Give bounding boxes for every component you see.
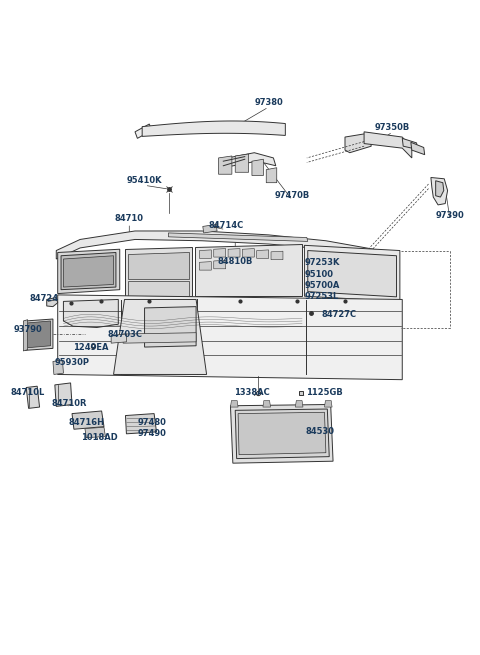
Polygon shape bbox=[128, 252, 189, 278]
Text: 84710L: 84710L bbox=[11, 388, 45, 398]
Polygon shape bbox=[124, 248, 192, 296]
Polygon shape bbox=[63, 299, 118, 328]
Polygon shape bbox=[436, 181, 444, 197]
Polygon shape bbox=[263, 401, 271, 407]
Polygon shape bbox=[61, 252, 116, 290]
Polygon shape bbox=[125, 413, 156, 434]
Polygon shape bbox=[295, 401, 303, 407]
Text: 84710R: 84710R bbox=[52, 400, 87, 408]
Text: 97390: 97390 bbox=[436, 211, 464, 220]
Polygon shape bbox=[324, 401, 332, 407]
Polygon shape bbox=[214, 260, 226, 269]
Polygon shape bbox=[203, 225, 217, 233]
Text: 93790: 93790 bbox=[13, 325, 42, 334]
Text: 84810B: 84810B bbox=[217, 257, 253, 265]
Polygon shape bbox=[271, 251, 283, 259]
Text: 97253K: 97253K bbox=[304, 258, 340, 267]
Text: 84714C: 84714C bbox=[208, 221, 243, 230]
Text: 95930P: 95930P bbox=[55, 358, 89, 367]
Polygon shape bbox=[58, 250, 120, 293]
Polygon shape bbox=[55, 383, 72, 406]
Polygon shape bbox=[142, 121, 285, 136]
Polygon shape bbox=[238, 412, 326, 455]
Text: 1125GB: 1125GB bbox=[306, 388, 343, 398]
Polygon shape bbox=[218, 156, 232, 174]
Text: 1018AD: 1018AD bbox=[81, 433, 118, 441]
Polygon shape bbox=[28, 321, 50, 348]
Polygon shape bbox=[135, 124, 152, 138]
Text: 97350B: 97350B bbox=[375, 123, 410, 132]
Polygon shape bbox=[411, 142, 425, 155]
Polygon shape bbox=[257, 250, 269, 258]
Polygon shape bbox=[195, 244, 302, 296]
Polygon shape bbox=[235, 409, 329, 458]
Polygon shape bbox=[402, 138, 418, 149]
Polygon shape bbox=[230, 404, 333, 463]
Polygon shape bbox=[228, 249, 240, 257]
Text: 95100: 95100 bbox=[304, 270, 334, 278]
Polygon shape bbox=[252, 159, 264, 176]
Polygon shape bbox=[266, 168, 277, 183]
Text: 97490: 97490 bbox=[137, 430, 166, 438]
Text: 97380: 97380 bbox=[254, 98, 283, 107]
Polygon shape bbox=[304, 246, 400, 301]
Text: 84710: 84710 bbox=[115, 214, 144, 223]
Text: 84716H: 84716H bbox=[68, 419, 104, 427]
Polygon shape bbox=[168, 233, 308, 242]
Text: 97470B: 97470B bbox=[275, 191, 310, 200]
Polygon shape bbox=[63, 255, 114, 287]
Polygon shape bbox=[364, 132, 412, 158]
Polygon shape bbox=[24, 320, 28, 351]
Polygon shape bbox=[53, 360, 63, 375]
Polygon shape bbox=[111, 334, 126, 343]
Polygon shape bbox=[221, 153, 276, 168]
Polygon shape bbox=[56, 231, 397, 265]
Polygon shape bbox=[58, 295, 402, 380]
Polygon shape bbox=[26, 386, 39, 408]
Polygon shape bbox=[345, 133, 371, 153]
Polygon shape bbox=[199, 261, 211, 270]
Text: 97480: 97480 bbox=[137, 418, 166, 426]
Text: 1249EA: 1249EA bbox=[73, 343, 109, 352]
Polygon shape bbox=[144, 307, 196, 347]
Text: 84724: 84724 bbox=[30, 294, 59, 303]
Text: 95700A: 95700A bbox=[304, 281, 340, 290]
Polygon shape bbox=[85, 427, 106, 438]
Polygon shape bbox=[72, 411, 104, 429]
Polygon shape bbox=[308, 251, 396, 297]
Polygon shape bbox=[128, 280, 189, 296]
Polygon shape bbox=[114, 299, 206, 375]
Text: 84727C: 84727C bbox=[321, 310, 356, 319]
Polygon shape bbox=[431, 178, 447, 205]
Text: 84530: 84530 bbox=[306, 428, 335, 436]
Polygon shape bbox=[123, 333, 196, 343]
Text: 97253L: 97253L bbox=[304, 291, 339, 301]
Text: 95410K: 95410K bbox=[127, 176, 162, 185]
Polygon shape bbox=[242, 249, 254, 257]
Polygon shape bbox=[235, 154, 249, 172]
Polygon shape bbox=[214, 249, 226, 257]
Polygon shape bbox=[199, 250, 211, 258]
Text: 84703C: 84703C bbox=[107, 330, 142, 339]
Polygon shape bbox=[230, 401, 238, 407]
Polygon shape bbox=[25, 319, 53, 350]
Polygon shape bbox=[47, 297, 58, 307]
Text: 1338AC: 1338AC bbox=[234, 388, 270, 398]
